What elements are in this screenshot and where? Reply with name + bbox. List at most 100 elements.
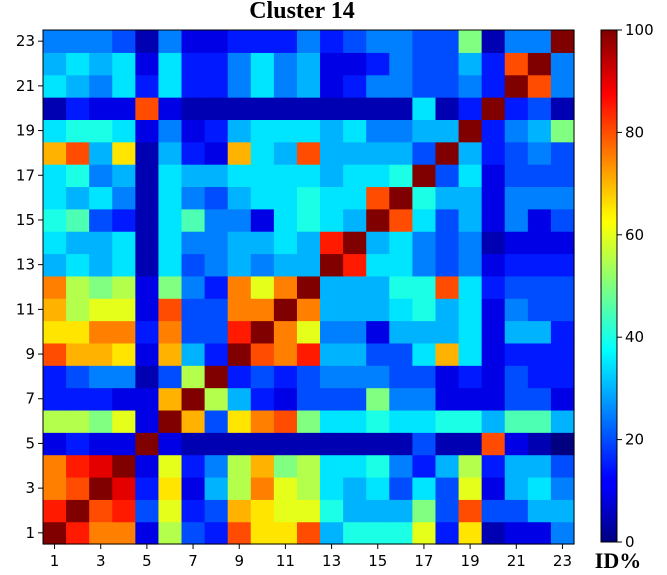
heatmap-cell [320,97,344,120]
colorbar-tick-label: 60 [625,226,644,244]
heatmap-cell [43,231,67,255]
heatmap-cell [135,231,160,255]
heatmap-cell [435,499,460,523]
heatmap-cell [389,432,413,456]
heatmap-cell [66,30,90,53]
colorbar-tick-label: 100 [625,21,654,39]
heatmap-cell [343,521,367,545]
heatmap-cell [296,476,321,500]
heatmap-cell [181,231,206,255]
heatmap-cell [435,141,460,165]
heatmap-cell [66,387,90,411]
heatmap-cell [112,499,136,523]
heatmap-cell [181,52,206,76]
heatmap-cell [343,320,367,344]
heatmap-cell [458,476,483,500]
heatmap-cell [550,30,575,53]
heatmap-cell [227,365,252,389]
colorbar-axis: 0 20 40 60 80 100 [617,21,654,551]
heatmap-cell [504,52,529,76]
x-tick-label: 23 [553,552,572,570]
heatmap-cell [227,387,252,411]
heatmap-cell [366,208,390,232]
heatmap-cell [435,97,460,120]
heatmap-cell [227,409,252,433]
heatmap-cell [250,253,275,277]
heatmap-cell [66,454,90,478]
heatmap-cell [366,432,390,456]
y-tick-label: 7 [25,390,35,408]
heatmap-cell [527,342,552,366]
heatmap-cell [481,409,506,433]
heatmap-cell [227,342,252,366]
heatmap-cell [273,521,298,545]
heatmap-cell [250,409,275,433]
heatmap-cell [389,119,413,143]
heatmap-cell [296,320,321,344]
heatmap-cell [112,342,136,366]
heatmap-cell [366,97,390,120]
heatmap-cell [66,521,90,545]
heatmap-cell [43,387,67,411]
x-tick-label: 21 [507,552,526,570]
heatmap-cell [66,141,90,165]
heatmap-cell [550,499,575,523]
heatmap-cell [250,52,275,76]
y-tick-label: 11 [16,300,35,318]
heatmap-cell [296,52,321,76]
heatmap-cell [550,275,575,299]
heatmap-cell [43,52,67,76]
heatmap-cell [366,476,390,500]
heatmap-cell [435,208,460,232]
heatmap-cell [550,74,575,98]
heatmap-cell [296,365,321,389]
heatmap-cell [504,275,529,299]
heatmap-cell [435,432,460,456]
heatmap-cell [343,119,367,143]
heatmap-cell [296,97,321,120]
heatmap-cell [273,387,298,411]
heatmap-cell [435,409,460,433]
y-tick-label: 3 [25,479,35,497]
heatmap-cell [181,454,206,478]
heatmap-cell [320,141,344,165]
heatmap-cell [320,275,344,299]
heatmap-cell [66,342,90,366]
heatmap-cell [66,186,90,210]
heatmap-cell [135,74,160,98]
heatmap-cell [135,387,160,411]
heatmap-cell [343,253,367,277]
heatmap-cells [43,30,575,545]
heatmap-cell [89,186,113,210]
heatmap-cell [181,365,206,389]
heatmap-cell [296,208,321,232]
heatmap-cell [527,298,552,322]
heatmap-cell [112,476,136,500]
heatmap-cell [458,298,483,322]
heatmap-cell [343,432,367,456]
heatmap-cell [296,409,321,433]
heatmap-cell [135,320,160,344]
heatmap-cell [204,231,229,255]
heatmap-cell [504,141,529,165]
heatmap-cell [158,387,183,411]
heatmap-cell [273,164,298,188]
heatmap-cell [43,432,67,456]
heatmap-cell [43,97,67,120]
heatmap-cell [89,476,113,500]
heatmap-cell [343,186,367,210]
heatmap-cell [389,275,413,299]
heatmap-cell [527,365,552,389]
heatmap-cell [158,298,183,322]
heatmap-cell [527,521,552,545]
heatmap-cell [527,141,552,165]
heatmap-cell [250,141,275,165]
heatmap-cell [181,342,206,366]
heatmap-cell [227,74,252,98]
heatmap-cell [412,231,437,255]
heatmap-cell [550,298,575,322]
heatmap-cell [504,409,529,433]
heatmap-cell [481,432,506,456]
heatmap-cell [227,298,252,322]
heatmap-cell [343,231,367,255]
